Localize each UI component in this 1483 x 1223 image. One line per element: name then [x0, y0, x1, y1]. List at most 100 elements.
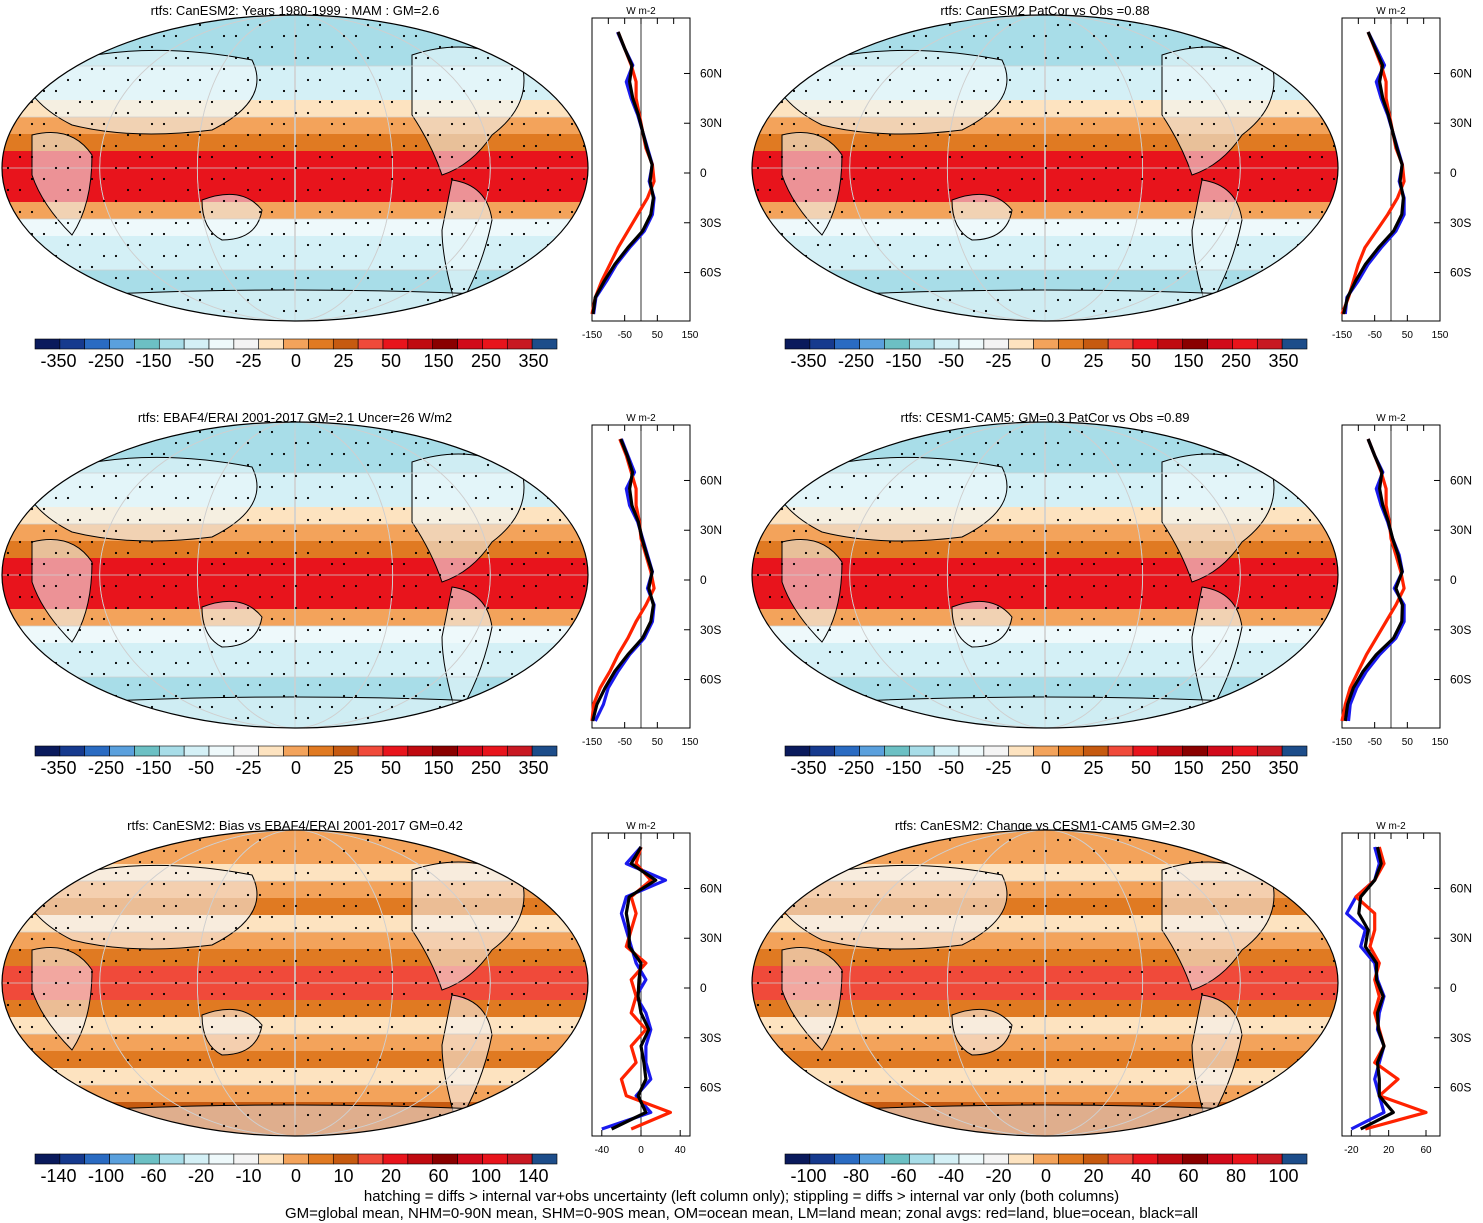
continent-south-america	[1191, 179, 1243, 312]
colorbar-swatch	[134, 338, 160, 350]
graticule-lon	[1044, 422, 1046, 728]
colorbar-swatch	[357, 745, 384, 757]
colorbar-label: 150	[1173, 758, 1203, 778]
map-band	[752, 949, 1338, 967]
colorbar-swatch	[332, 745, 359, 757]
map-field	[2, 15, 588, 321]
colorbar-swatch	[983, 745, 1010, 757]
map-outline	[1, 421, 589, 729]
colorbar-swatch	[158, 745, 185, 757]
colorbar-swatch	[1232, 1153, 1258, 1165]
colorbar-swatch	[357, 1153, 384, 1165]
colorbar-label: -250	[88, 351, 124, 371]
colorbar-label: -25	[235, 351, 261, 371]
colorbar-swatch	[1132, 1153, 1159, 1165]
colorbar-swatch	[859, 1153, 885, 1165]
colorbar-swatch	[432, 338, 458, 350]
colorbar: -350 -250 -150 -50 -25 0 25 50 150 250 350	[784, 338, 1308, 371]
zonal-curve-land	[590, 438, 656, 722]
colorbar-label: 50	[381, 351, 401, 371]
panel-4: rtfs: CESM1-CAM5: GM=0.3 PatCor vs Obs =…	[751, 410, 1472, 778]
colorbar-swatch	[283, 1153, 309, 1165]
colorbar-swatch	[908, 745, 935, 757]
zonal-curve-all	[1343, 438, 1405, 722]
colorbar-swatch	[457, 745, 483, 757]
colorbar-swatch	[258, 745, 284, 757]
colorbar-swatch	[1281, 1153, 1308, 1165]
map-band	[752, 1068, 1338, 1086]
continent-australia	[951, 193, 1013, 241]
zonal-x-tick-label: -50	[617, 737, 632, 748]
colorbar-swatch	[784, 1153, 811, 1165]
colorbar-swatch	[958, 1153, 985, 1165]
zonal-x-tick-label: -20	[1344, 1145, 1359, 1156]
continent-antarctica	[752, 289, 1338, 321]
graticule-lon	[946, 15, 1144, 321]
map-band	[2, 643, 588, 661]
zonal-lat-tick-label: 60N	[1450, 66, 1472, 80]
zonal-curve-land	[1340, 438, 1406, 722]
map-band	[2, 609, 588, 627]
colorbar-swatch	[1132, 745, 1159, 757]
colorbar-swatch	[1256, 338, 1283, 350]
colorbar-swatch	[208, 745, 235, 757]
colorbar-label: 350	[1268, 351, 1298, 371]
colorbar-swatch	[1107, 745, 1134, 757]
zonal-unit-label: W m-2	[1376, 413, 1406, 424]
colorbar-label: -25	[235, 758, 261, 778]
colorbar-label: 0	[1041, 758, 1051, 778]
map-band	[752, 236, 1338, 254]
zonal-lat-tick-label: 60N	[700, 881, 722, 895]
colorbar-label: -250	[838, 758, 874, 778]
colorbar-swatch	[908, 1153, 935, 1165]
zonal-lat-tick-label: 60N	[1450, 473, 1472, 487]
colorbar-label: 0	[291, 351, 301, 371]
zonal-curve-land	[1340, 31, 1406, 315]
graticule-lon	[99, 830, 491, 1136]
colorbar-swatch	[482, 338, 508, 350]
colorbar-swatch	[1082, 1153, 1109, 1165]
colorbar-swatch	[34, 1153, 61, 1165]
panel-title: rtfs: EBAF4/ERAI 2001-2017 GM=2.1 Uncer=…	[138, 410, 452, 425]
map-band	[2, 236, 588, 254]
zonal-panel: W m-2 -40 0 40 60N 30N 0 30S 60S	[591, 821, 722, 1156]
continent-antarctica	[2, 1104, 588, 1136]
map-band	[752, 134, 1338, 152]
map-field	[752, 422, 1338, 728]
colorbar-swatch	[34, 338, 61, 350]
colorbar-swatch	[908, 338, 935, 350]
zonal-lat-tick-label: 0	[1450, 573, 1457, 587]
zonal-lat-tick-label: 30S	[1450, 216, 1471, 230]
zonal-unit-label: W m-2	[1376, 6, 1406, 17]
colorbar-label: 250	[1221, 351, 1251, 371]
map-band	[752, 660, 1338, 678]
zonal-x-tick-label: 150	[1432, 737, 1449, 748]
graticule-lon	[946, 422, 1144, 728]
colorbar-label: 25	[1083, 351, 1103, 371]
colorbar-swatch	[506, 745, 533, 757]
zonal-x-tick-label: 50	[652, 330, 664, 341]
zonal-lat-tick-label: 30N	[1450, 931, 1472, 945]
zonal-lat-tick-label: 30N	[1450, 116, 1472, 130]
map-band	[752, 439, 1338, 457]
zonal-x-tick-label: -50	[1367, 330, 1382, 341]
map-band	[2, 134, 588, 152]
zonal-lat-tick-label: 0	[700, 573, 707, 587]
colorbar-swatch	[482, 745, 508, 757]
colorbar-swatch	[1281, 338, 1308, 350]
colorbar-label: 25	[1083, 758, 1103, 778]
zonal-panel: W m-2 -150 -50 50 150 60N 30N 0 30S 60S	[582, 6, 722, 341]
map-band	[752, 1034, 1338, 1052]
colorbar-label: -140	[40, 1166, 76, 1186]
colorbar-swatch	[1207, 745, 1233, 757]
panel-title: rtfs: CanESM2: Bias vs EBAF4/ERAI 2001-2…	[127, 818, 463, 833]
colorbar-swatch	[1107, 1153, 1134, 1165]
colorbar-label: -20	[188, 1166, 214, 1186]
colorbar-swatch	[933, 745, 960, 757]
colorbar-label: -10	[235, 1166, 261, 1186]
map-band	[752, 1085, 1338, 1103]
zonal-lat-tick-label: 30S	[1450, 1031, 1471, 1045]
colorbar-swatch	[1256, 1153, 1283, 1165]
continent-australia	[201, 193, 263, 241]
colorbar-swatch	[183, 1153, 210, 1165]
